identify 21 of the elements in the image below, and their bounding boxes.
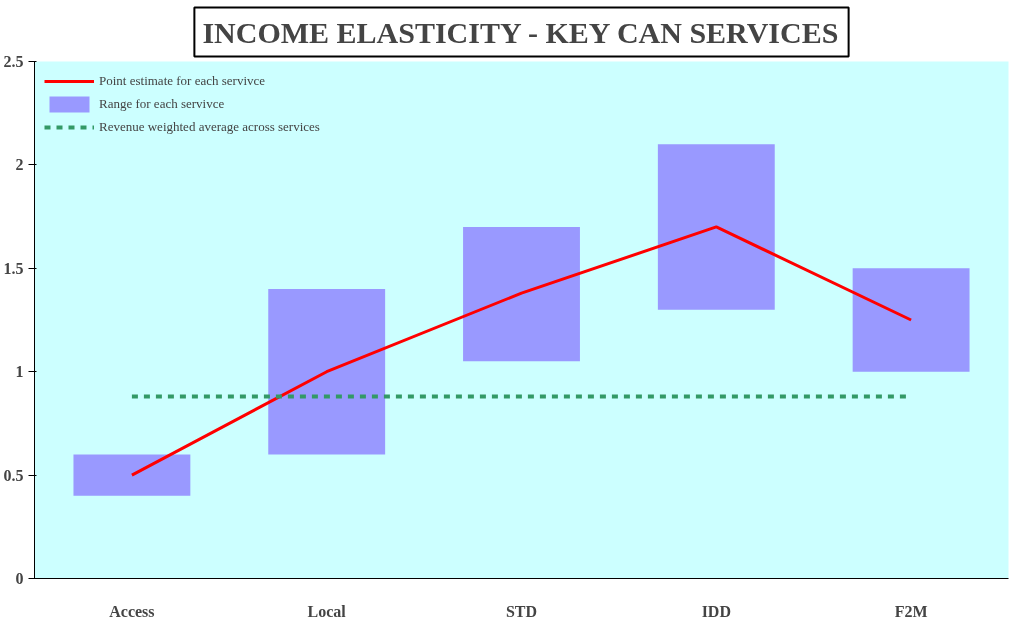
legend-label: Revenue weighted average across services — [99, 119, 320, 135]
bar — [73, 454, 191, 496]
y-tick-label: 2.5 — [3, 53, 24, 70]
bar — [268, 288, 386, 455]
x-tick-label: F2M — [894, 602, 928, 620]
x-tick-label: Access — [109, 602, 155, 620]
legend-label: Point estimate for each servivce — [99, 73, 266, 89]
legend-label: Range for each servivce — [99, 96, 225, 112]
y-tick-label: 1.5 — [3, 259, 24, 277]
bar — [463, 226, 580, 362]
y-tick-label: 2 — [15, 156, 24, 174]
y-tick-label: 0 — [15, 570, 24, 587]
y-tick-label: 1 — [15, 363, 24, 381]
x-tick-label: STD — [505, 602, 538, 620]
x-tick-label: IDD — [701, 602, 731, 620]
y-tick-label: 0.5 — [3, 466, 24, 484]
chart-title: INCOME ELASTICITY - KEY CAN SERVICES — [202, 15, 839, 49]
bar — [657, 144, 775, 310]
bar — [852, 268, 970, 372]
x-tick-label: Local — [307, 602, 347, 620]
line-series — [130, 225, 913, 477]
